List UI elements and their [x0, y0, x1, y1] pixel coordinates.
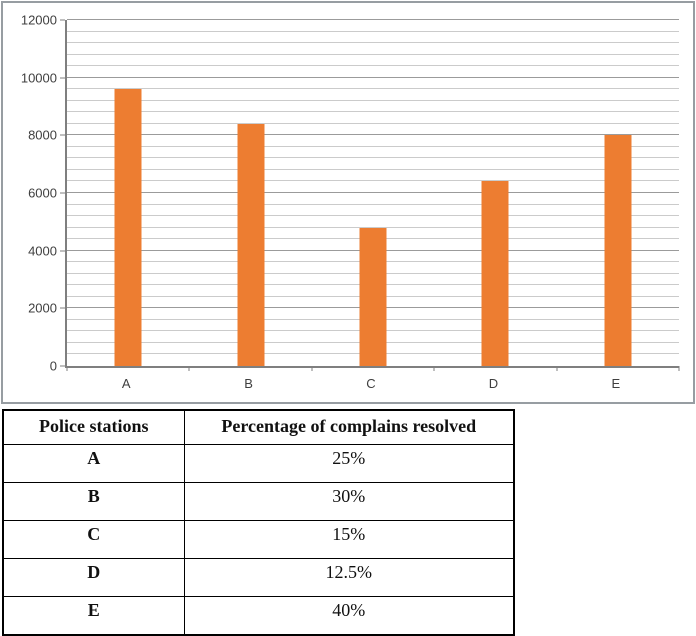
major-gridline	[67, 134, 679, 136]
x-category-label-B: B	[244, 376, 253, 391]
table-row-C: C 15%	[2, 520, 515, 559]
bar-C	[359, 227, 387, 366]
minor-gridline	[67, 53, 679, 55]
x-axis-tick	[678, 366, 680, 371]
table-row-D: D 12.5%	[2, 558, 515, 597]
y-axis-tick	[60, 77, 65, 79]
minor-gridline	[67, 30, 679, 32]
column-header-percentage-resolved: Percentage of complains resolved	[183, 409, 515, 445]
minor-gridline	[67, 226, 679, 228]
y-axis-labels: 0 2000 4000 6000 8000 10000 12000	[3, 14, 57, 373]
major-gridline	[67, 76, 679, 78]
minor-gridline	[67, 111, 679, 113]
station-cell: D	[2, 558, 185, 597]
y-axis-tick	[60, 19, 65, 21]
x-axis-tick	[66, 366, 68, 371]
x-category-label-E: E	[611, 376, 621, 391]
x-axis-tick	[433, 366, 435, 371]
minor-gridline	[67, 168, 679, 170]
x-category-label-D: D	[488, 376, 499, 391]
y-tick-label: 6000	[28, 185, 57, 201]
column-header-police-stations: Police stations	[2, 409, 185, 445]
y-axis-tick	[60, 134, 65, 136]
table-header-row: Police stations Percentage of complains …	[2, 409, 515, 445]
minor-gridline	[67, 203, 679, 205]
bar-A	[114, 89, 142, 366]
percentage-cell: 15%	[183, 520, 515, 559]
minor-gridline	[67, 99, 679, 101]
y-tick-label: 4000	[28, 243, 57, 259]
bar-D	[481, 181, 509, 366]
percentage-cell: 12.5%	[183, 558, 515, 597]
y-tick-label: 10000	[20, 70, 57, 86]
y-tick-label: 8000	[28, 127, 57, 143]
plot-area	[60, 19, 680, 371]
x-category-label-A: A	[121, 376, 131, 391]
minor-gridline	[67, 157, 679, 159]
resolution-percentage-table: Police stations Percentage of complains …	[2, 409, 515, 636]
x-axis-tick	[556, 366, 558, 371]
minor-gridline	[67, 215, 679, 217]
major-gridline	[67, 19, 679, 20]
station-cell: B	[2, 482, 185, 521]
percentage-cell: 40%	[183, 596, 515, 636]
percentage-cell: 25%	[183, 444, 515, 483]
station-cell: C	[2, 520, 185, 559]
minor-gridline	[67, 88, 679, 90]
minor-gridline	[67, 145, 679, 147]
x-axis-labels: A B C D E	[65, 377, 677, 397]
x-category-label-C: C	[366, 376, 376, 391]
minor-gridline	[67, 180, 679, 182]
y-axis-tick	[60, 192, 65, 194]
major-gridline	[67, 192, 679, 193]
y-axis-tick	[60, 307, 65, 309]
table-row-B: B 30%	[2, 482, 515, 521]
bar-B	[237, 123, 265, 366]
y-axis-tick	[60, 250, 65, 252]
x-axis-tick	[311, 366, 313, 371]
minor-gridline	[67, 42, 679, 44]
station-cell: E	[2, 596, 185, 636]
y-tick-label: 0	[49, 358, 57, 374]
x-axis-tick	[188, 366, 190, 371]
minor-gridline	[67, 65, 679, 67]
table-row-A: A 25%	[2, 444, 515, 483]
y-tick-label: 12000	[20, 12, 57, 28]
station-cell: A	[2, 444, 185, 483]
table-row-E: E 40%	[2, 596, 515, 636]
y-tick-label: 2000	[28, 300, 57, 316]
percentage-cell: 30%	[183, 482, 515, 521]
y-axis-tick	[60, 365, 65, 367]
complaints-bar-chart: 0 2000 4000 6000 8000 10000 12000 A B C D E	[1, 1, 695, 404]
bar-E	[604, 135, 632, 366]
minor-gridline	[67, 122, 679, 124]
